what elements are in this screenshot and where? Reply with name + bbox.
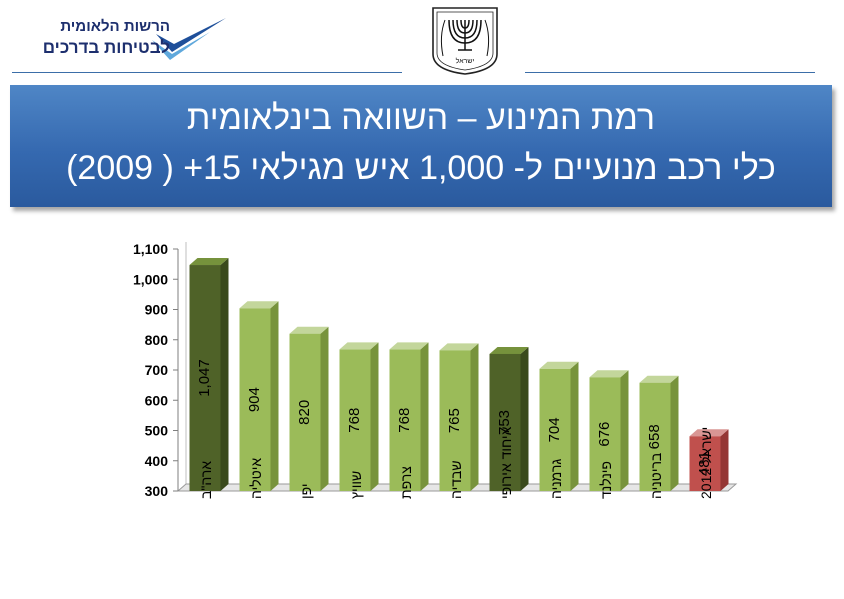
x-category-label: צרפת: [398, 466, 414, 499]
bar-top: [339, 342, 379, 350]
bar-side: [470, 343, 479, 491]
y-tick-label: 1,000: [133, 271, 168, 287]
bar-side: [620, 370, 629, 491]
bar-data-label: 820: [296, 400, 313, 425]
bar-top: [539, 361, 579, 369]
bar-top: [489, 346, 529, 354]
bar: [239, 308, 271, 491]
x-category-label: שוויץ: [348, 471, 364, 499]
bar-side: [320, 326, 329, 491]
bar-data-label: 753: [496, 410, 513, 435]
bar: [339, 349, 371, 491]
checkmark-swoosh-icon: [152, 18, 226, 60]
bar-top: [189, 258, 229, 266]
bar: [639, 382, 671, 491]
bar: [589, 377, 621, 491]
bar-side: [420, 342, 429, 491]
bar: [189, 265, 221, 491]
bar-top: [439, 343, 479, 351]
road-safety-logo: הרשות הלאומית לבטיחות בדרכים: [10, 14, 230, 70]
bar-data-label: 768: [396, 408, 413, 433]
x-category-label: יפן: [298, 483, 314, 499]
y-tick-label: 900: [145, 302, 169, 318]
header-divider-right: [525, 72, 815, 73]
y-tick-label: 700: [145, 362, 169, 378]
bar: [689, 436, 721, 491]
bar-data-label: 481: [696, 451, 713, 476]
y-tick-label: 800: [145, 332, 169, 348]
bar: [289, 333, 321, 491]
bar-side: [520, 346, 529, 491]
bar-top: [689, 429, 729, 437]
bar-data-label: 704: [546, 417, 563, 442]
banner-subtitle: כלי רכב מנועיים ל- 1,000 איש מגילאי 15+ …: [66, 149, 776, 187]
bar-data-label: 658: [646, 424, 663, 449]
x-category-label: איחוד אירופי: [498, 426, 514, 499]
x-category-label: פינלנד: [598, 461, 614, 499]
bar-side: [220, 258, 229, 491]
x-category-label: ישראל 2012: [698, 427, 714, 499]
bar-side: [570, 361, 579, 491]
bar-data-label: 768: [346, 408, 363, 433]
bar-side: [720, 429, 729, 491]
y-tick-label: 400: [145, 453, 169, 469]
header-divider-left: [12, 72, 402, 73]
logo-line-1: הרשות הלאומית: [60, 18, 170, 35]
bar-side: [370, 342, 379, 491]
bar-top: [589, 370, 629, 378]
y-tick-label: 500: [145, 423, 169, 439]
bar: [489, 353, 521, 491]
bar: [539, 368, 571, 491]
y-tick-label: 300: [145, 483, 169, 499]
state-emblem-icon: ישראל: [432, 7, 498, 75]
logo-line-2: לבטיחות בדרכים: [42, 38, 170, 57]
x-category-label: שבדיה: [448, 460, 464, 499]
bar: [389, 349, 421, 491]
bar-data-label: 765: [446, 408, 463, 433]
bar-data-label: 1,047: [196, 359, 213, 397]
emblem-caption: ישראל: [456, 57, 475, 65]
bar-data-label: 676: [596, 422, 613, 447]
bar-top: [389, 342, 429, 350]
banner-title: רמת המינוע – השוואה בינלאומית: [186, 99, 656, 137]
x-category-label: בריטניה: [648, 453, 664, 499]
y-tick-label: 1,100: [133, 241, 168, 257]
y-tick-label: 600: [145, 392, 169, 408]
bar-top: [289, 326, 329, 334]
bar-data-label: 904: [246, 387, 263, 412]
title-banner: רמת המינוע – השוואה בינלאומית כלי רכב מנ…: [10, 85, 832, 207]
bar: [439, 350, 471, 491]
x-category-label: גרמניה: [548, 459, 564, 499]
vehicle-rate-bar-chart: 300 400 500 600 700 800 900 1,000 1,100 1,047 ארה"…: [133, 241, 738, 499]
bar-side: [670, 375, 679, 491]
bar-side: [270, 301, 279, 491]
x-category-label: איטליה: [248, 458, 264, 499]
bar-top: [639, 375, 679, 383]
x-category-label: ארה"ב: [198, 461, 214, 499]
bar-top: [239, 301, 279, 309]
